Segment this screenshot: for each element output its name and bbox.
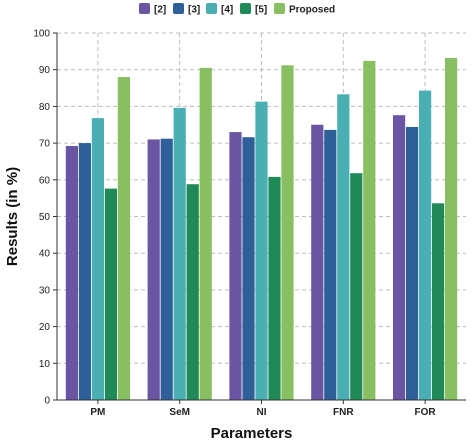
bar-sem-series-1 — [160, 138, 173, 401]
bar-ni-series-3 — [268, 176, 281, 400]
bar-sem-series-0 — [147, 139, 160, 400]
y-tick-label: 50 — [39, 212, 51, 223]
bar-for-series-2 — [419, 90, 432, 400]
y-tick-label: 10 — [39, 359, 51, 370]
bar-for-series-0 — [393, 115, 406, 400]
bar-for-series-3 — [432, 203, 445, 400]
bar-ni-series-1 — [242, 137, 255, 400]
y-tick-label: 0 — [44, 396, 50, 407]
y-tick-label: 90 — [39, 65, 51, 76]
y-axis-ticks: 0 10 20 30 40 50 60 70 80 90 100 — [33, 29, 57, 407]
legend-label: [4] — [221, 5, 233, 16]
bar-for-series-1 — [406, 126, 419, 401]
y-axis-title: Results (in %) — [4, 167, 21, 266]
x-axis-title: Parameters — [211, 425, 293, 441]
bar-sem-series-4 — [199, 67, 212, 401]
legend-label: [2] — [154, 5, 166, 16]
y-tick-label: 40 — [39, 249, 51, 260]
x-tick-label: NI — [257, 407, 267, 418]
y-tick-label: 80 — [39, 102, 51, 113]
legend-label: [5] — [255, 5, 267, 16]
bar-fnr-series-1 — [324, 129, 337, 400]
bar-pm-series-0 — [65, 146, 78, 400]
bar-sem-series-2 — [173, 107, 186, 401]
bar-ni-series-0 — [229, 132, 242, 400]
bar-pm-series-4 — [117, 77, 130, 400]
x-tick-label: SeM — [169, 407, 190, 418]
bar-fnr-series-0 — [311, 124, 324, 400]
legend-label: [3] — [188, 5, 200, 16]
y-tick-label: 20 — [39, 322, 51, 333]
y-tick-label: 60 — [39, 175, 51, 186]
legend-swatch — [139, 3, 150, 14]
x-tick-label: FOR — [415, 407, 437, 418]
bar-pm-series-2 — [91, 118, 104, 401]
bar-pm-series-1 — [78, 143, 91, 400]
bar-fnr-series-2 — [337, 94, 350, 400]
bar-for-series-4 — [445, 57, 458, 401]
y-tick-label: 30 — [39, 285, 51, 296]
y-tick-label: 100 — [33, 29, 50, 40]
y-tick-label: 70 — [39, 139, 51, 150]
bar-ni-series-4 — [281, 65, 294, 401]
x-tick-label: PM — [90, 407, 105, 418]
bar-pm-series-3 — [104, 188, 117, 400]
legend-swatch — [173, 3, 184, 14]
x-axis-ticks: PM SeM NI FNR FOR — [90, 400, 436, 418]
bars — [65, 57, 458, 401]
bar-ni-series-2 — [255, 101, 268, 400]
legend: [2] [3] [4] [5] Proposed — [139, 3, 335, 16]
x-tick-label: FNR — [333, 407, 354, 418]
bar-fnr-series-3 — [350, 173, 363, 400]
legend-swatch — [240, 3, 251, 14]
legend-swatch — [206, 3, 217, 14]
bar-fnr-series-4 — [363, 60, 376, 400]
legend-label: Proposed — [289, 5, 335, 16]
bar-sem-series-3 — [186, 184, 199, 400]
legend-swatch — [274, 3, 285, 14]
